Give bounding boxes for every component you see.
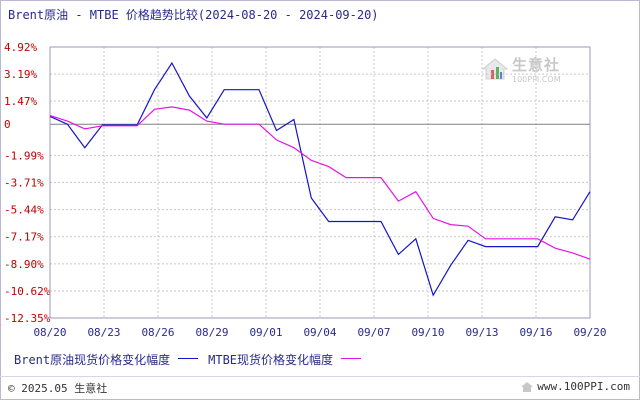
x-tick-label: 09/07 xyxy=(357,326,390,339)
x-tick-label: 09/01 xyxy=(249,326,282,339)
y-tick-label: 1.47% xyxy=(4,95,37,108)
series-line-brent xyxy=(49,61,591,297)
footer-divider xyxy=(0,376,640,377)
footer-copyright: © 2025.05 生意社 xyxy=(8,382,108,395)
y-tick-label: -10.62% xyxy=(4,285,51,298)
y-tick-label: 0 xyxy=(4,118,11,131)
x-tick-label: 09/16 xyxy=(519,326,552,339)
legend-swatch-brent xyxy=(178,358,199,359)
x-tick-label: 09/13 xyxy=(465,326,498,339)
y-tick-label: -7.17% xyxy=(4,231,44,244)
series-line-mtbe xyxy=(49,106,591,260)
y-tick-label: 4.92% xyxy=(4,41,37,54)
y-tick-label: -5.44% xyxy=(4,204,44,217)
y-tick-label: -8.90% xyxy=(4,258,44,271)
legend-swatch-mtbe xyxy=(341,358,362,359)
footer-site-link[interactable]: www.100PPI.com xyxy=(537,380,630,393)
x-tick-label: 08/23 xyxy=(87,326,120,339)
x-tick-label: 09/20 xyxy=(573,326,606,339)
footer-site[interactable]: www.100PPI.com xyxy=(521,380,630,393)
y-tick-label: -12.35% xyxy=(4,312,51,325)
plot-area-border xyxy=(49,46,591,319)
x-tick-label: 08/29 xyxy=(195,326,228,339)
legend-label-mtbe: MTBE现货价格变化幅度 xyxy=(208,353,334,367)
x-tick-label: 09/10 xyxy=(411,326,444,339)
x-tick-label: 08/20 xyxy=(33,326,66,339)
site-house-icon xyxy=(521,381,534,392)
watermark-house-icon xyxy=(482,58,508,80)
x-tick-label: 08/26 xyxy=(141,326,174,339)
y-tick-label: -1.99% xyxy=(4,149,44,162)
chart-title: Brent原油 - MTBE 价格趋势比较(2024-08-20 - 2024-… xyxy=(8,8,379,22)
legend-label-brent: Brent原油现货价格变化幅度 xyxy=(14,353,171,367)
legend: Brent原油现货价格变化幅度 MTBE现货价格变化幅度 xyxy=(14,351,371,368)
y-tick-label: 3.19% xyxy=(4,68,37,81)
x-tick-label: 09/04 xyxy=(303,326,336,339)
y-tick-label: -3.71% xyxy=(4,176,44,189)
